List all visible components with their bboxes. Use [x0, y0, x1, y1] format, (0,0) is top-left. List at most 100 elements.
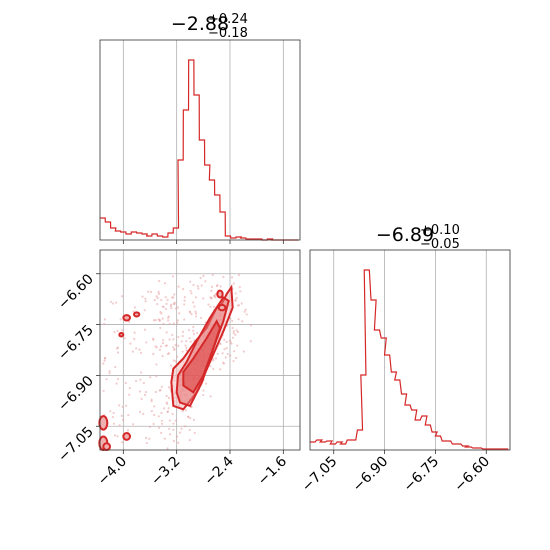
scatter-point	[114, 365, 117, 369]
scatter-point	[202, 297, 205, 300]
scatter-point	[156, 297, 159, 300]
scatter-point	[229, 341, 232, 344]
scatter-point	[183, 318, 186, 321]
scatter-point	[103, 322, 106, 326]
scatter-point	[162, 322, 165, 326]
scatter-point	[177, 285, 180, 288]
scatter-point	[225, 346, 228, 350]
scatter-point	[243, 310, 246, 313]
scatter-point	[128, 393, 131, 396]
scatter-point	[194, 310, 197, 313]
scatter-point	[143, 328, 147, 331]
scatter-point	[181, 409, 184, 413]
histogram-param-2-ticks: −7.05 −6.90 −6.75 −6.60	[299, 450, 493, 495]
scatter-point	[153, 413, 156, 417]
scatter-point	[113, 434, 117, 437]
scatter-point	[144, 300, 147, 303]
scatter-point	[172, 359, 175, 362]
scatter-point	[144, 436, 148, 440]
scatter-point	[165, 331, 168, 334]
scatter-point	[133, 331, 136, 334]
scatter-point	[159, 345, 163, 348]
scatter-point	[173, 301, 176, 304]
scatter-point	[159, 388, 162, 392]
scatter-point	[176, 306, 179, 309]
scatter-point	[202, 389, 205, 392]
scatter-point	[116, 346, 119, 349]
scatter-point	[226, 352, 229, 356]
scatter-point	[199, 316, 203, 320]
scatter-point	[212, 357, 215, 361]
scatter-point	[171, 333, 174, 337]
param-2-minus-error: −0.05	[420, 237, 460, 252]
scatter-point	[165, 307, 168, 311]
scatter-point	[194, 312, 198, 315]
scatter-point	[181, 288, 185, 291]
scatter-point	[159, 326, 162, 329]
scatter-point	[172, 439, 175, 443]
contour-inner	[182, 319, 222, 394]
scatter-point	[105, 378, 108, 381]
histogram-param-2-grid	[333, 250, 487, 450]
scatter-point	[155, 363, 158, 366]
scatter-point	[160, 385, 163, 388]
scatter-point	[175, 435, 179, 438]
joint-density-panel: −4.0 −3.2 −2.4 −1.6 −6.60 −6.75 −6.90 −7.05	[55, 249, 301, 489]
scatter-point	[230, 276, 234, 279]
param-2-plus-error: +0.10	[420, 223, 460, 238]
scatter-point	[150, 398, 153, 401]
scatter-point	[219, 342, 222, 346]
scatter-point	[193, 431, 196, 434]
param-1-minus-error: −0.18	[208, 26, 248, 41]
scatter-point	[160, 298, 163, 302]
scatter-point	[167, 396, 171, 399]
scatter-point	[164, 296, 167, 299]
scatter-point	[155, 295, 158, 298]
contour-island-4	[217, 303, 227, 312]
scatter-point	[213, 305, 216, 308]
scatter-point	[188, 428, 191, 432]
scatter-point	[167, 407, 170, 410]
scatter-point	[202, 393, 205, 397]
scatter-point	[153, 405, 156, 408]
scatter-point	[189, 280, 192, 283]
scatter-point	[158, 426, 161, 430]
scatter-point	[235, 329, 238, 332]
contour-island-2	[118, 332, 125, 338]
scatter-point	[237, 318, 240, 321]
scatter-point	[172, 338, 175, 341]
scatter-point	[192, 329, 195, 332]
scatter-point	[170, 307, 173, 310]
scatter-point	[157, 415, 160, 418]
joint-density-frame	[99, 249, 301, 451]
scatter-point	[168, 322, 171, 326]
scatter-point	[116, 351, 120, 354]
scatter-point	[152, 319, 156, 322]
scatter-point	[145, 441, 148, 445]
scatter-point	[116, 377, 120, 381]
scatter-point	[104, 356, 107, 360]
scatter-point	[249, 340, 252, 343]
histogram-param-2-frame	[309, 249, 511, 451]
scatter-point	[190, 292, 193, 295]
contour-island-0	[122, 314, 131, 322]
contour-island-6	[98, 415, 109, 431]
scatter-point	[232, 282, 235, 285]
histogram-param-1-frame	[99, 39, 301, 241]
scatter-point	[168, 427, 171, 430]
scatter-point	[143, 309, 146, 312]
scatter-point	[185, 346, 188, 349]
scatter-point	[163, 437, 166, 440]
scatter-point	[178, 431, 182, 434]
scatter-point	[172, 296, 175, 299]
scatter-point	[147, 290, 150, 293]
scatter-point	[171, 275, 175, 278]
scatter-point	[161, 355, 164, 358]
scatter-point	[154, 390, 157, 394]
scatter-point	[144, 297, 147, 300]
joint-density-x-ticklabel-1: −3.2	[148, 454, 183, 489]
scatter-point	[120, 414, 123, 417]
scatter-point	[116, 435, 119, 438]
scatter-point	[166, 298, 169, 301]
